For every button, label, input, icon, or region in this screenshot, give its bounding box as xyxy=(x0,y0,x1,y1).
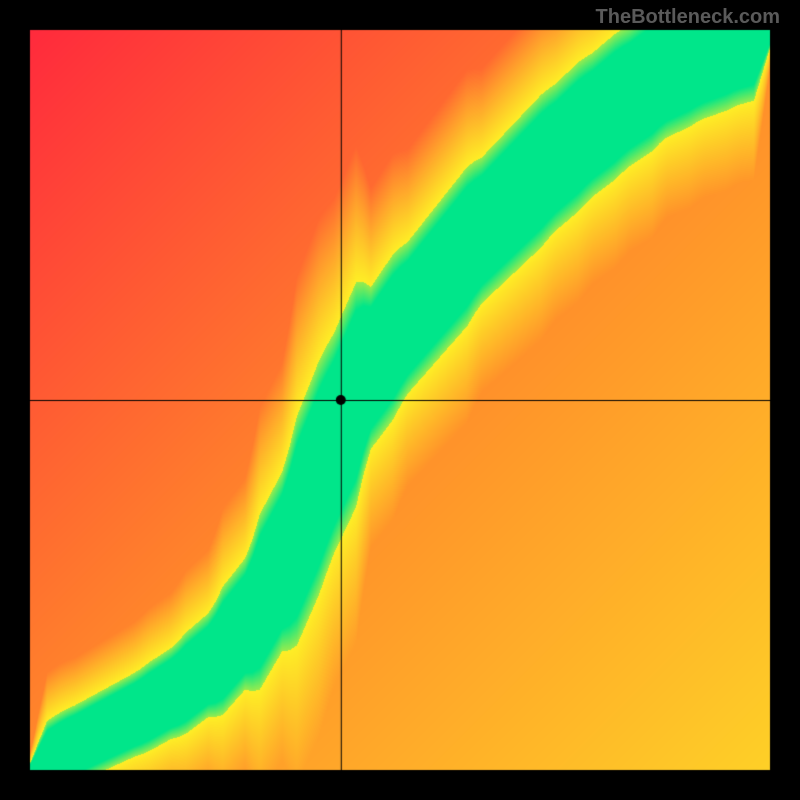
heatmap-canvas xyxy=(0,0,800,800)
chart-container: TheBottleneck.com xyxy=(0,0,800,800)
watermark-label: TheBottleneck.com xyxy=(596,6,780,29)
